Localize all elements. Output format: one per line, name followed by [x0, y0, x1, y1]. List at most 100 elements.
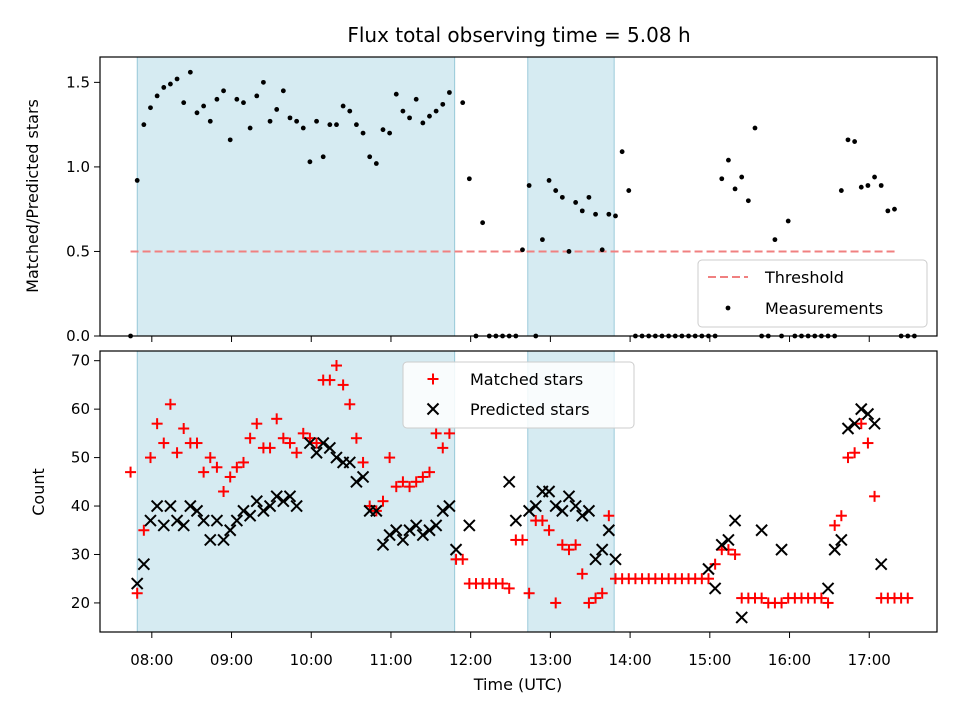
measurement-point — [520, 247, 525, 253]
top-legend-box — [697, 259, 928, 328]
matched-point — [244, 432, 256, 444]
predicted-point — [316, 436, 330, 450]
matched-point — [204, 452, 216, 464]
predicted-point — [609, 553, 622, 566]
measurement-point — [427, 113, 432, 119]
measurement-point — [261, 79, 266, 85]
bottom-y-tick-label: 30 — [71, 545, 90, 563]
matched-point — [410, 476, 422, 488]
measurement-point — [300, 125, 306, 131]
x-tick-label: 11:00 — [369, 651, 412, 669]
predicted-point — [250, 494, 263, 508]
measurement-point — [878, 183, 884, 188]
matched-point — [158, 437, 170, 449]
measurement-point — [307, 159, 313, 165]
measurement-point — [413, 96, 419, 102]
matched-point — [344, 398, 356, 410]
top-x-ticks — [151, 336, 870, 342]
matched-point — [251, 418, 263, 430]
measurement-point — [606, 211, 612, 217]
predicted-point — [416, 528, 430, 542]
predicted-point — [184, 499, 197, 513]
matched-point — [404, 481, 416, 493]
top-y-ticks: 0.0 0.5 1.0 1.5 — [66, 73, 100, 345]
measurement-point — [387, 130, 393, 136]
matched-point — [271, 413, 283, 425]
matched-point — [198, 466, 210, 478]
predicted-point — [874, 557, 888, 571]
matched-point — [556, 539, 568, 551]
matched-point — [144, 452, 156, 464]
top-y-tick-label: 1.0 — [66, 158, 90, 176]
measurement-point — [327, 122, 333, 128]
measurement-point — [254, 93, 260, 99]
predicted-point — [350, 475, 363, 489]
measurement-point — [433, 108, 439, 114]
predicted-point — [137, 557, 151, 571]
bottom-y-tick-label: 50 — [71, 449, 90, 467]
predicted-point — [708, 582, 722, 595]
measurement-point — [573, 200, 579, 205]
x-tick-label: 17:00 — [848, 651, 891, 669]
bottom-legend: Matched stars Predicted stars — [402, 361, 635, 429]
matched-point — [311, 437, 323, 449]
matched-point — [178, 423, 190, 435]
measurement-point — [168, 81, 173, 87]
measurement-point — [373, 161, 379, 166]
measurement-point — [838, 188, 844, 193]
measurement-point — [726, 157, 731, 163]
matched-legend-label: Matched stars — [470, 370, 583, 389]
matched-point — [902, 592, 914, 604]
measurement-point — [540, 237, 545, 243]
predicted-point — [848, 417, 861, 430]
measurement-point — [400, 108, 406, 114]
measurement-point — [566, 249, 572, 254]
measurement-point — [360, 130, 366, 136]
bottom-x-ticks: 08:00 09:00 10:00 11:00 12:00 13:00 14:00 15:00… — [130, 632, 891, 669]
measurement-point — [141, 122, 147, 128]
predicted-point — [556, 504, 569, 518]
matched-point — [224, 471, 236, 483]
measurement-point — [852, 139, 858, 144]
predicted-point — [868, 417, 881, 430]
bottom-axes-frame — [99, 350, 938, 633]
matched-point — [437, 442, 449, 454]
predicted-point — [263, 499, 277, 513]
chart-title: Flux total observing time = 5.08 h — [347, 23, 690, 47]
predicted-point — [396, 533, 410, 547]
top-legend: Threshold Measurements — [697, 259, 928, 328]
predicted-point — [150, 499, 164, 513]
matched-point — [729, 548, 741, 560]
measurement-point — [247, 125, 253, 131]
bottom-y-tick-label: 40 — [71, 497, 90, 515]
matched-point — [430, 427, 442, 439]
matched-point — [576, 568, 588, 580]
matched-point — [324, 374, 336, 386]
matched-point — [291, 447, 303, 459]
measurement-point — [367, 154, 373, 160]
measurement-point — [148, 105, 153, 111]
matched-point — [330, 360, 342, 372]
measurement-point — [593, 211, 598, 217]
measurement-point — [865, 183, 871, 188]
predicted-point — [403, 524, 416, 537]
predicted-point — [728, 514, 742, 527]
matched-point — [457, 553, 469, 565]
matched-point — [543, 524, 555, 536]
matched-point — [550, 597, 562, 609]
matched-point — [284, 437, 296, 449]
matched-point — [590, 592, 602, 604]
x-tick-label: 12:00 — [449, 651, 492, 669]
predicted-point — [529, 499, 542, 513]
predicted-point — [522, 504, 536, 518]
predicted-point — [243, 509, 257, 522]
matched-point — [583, 597, 595, 609]
measurement-point — [480, 220, 486, 226]
measurement-point — [526, 183, 532, 188]
matched-point — [855, 418, 867, 430]
predicted-point — [370, 504, 383, 518]
matched-point — [171, 447, 183, 459]
predicted-point — [223, 524, 237, 537]
top-y-tick-label: 1.5 — [66, 73, 90, 91]
